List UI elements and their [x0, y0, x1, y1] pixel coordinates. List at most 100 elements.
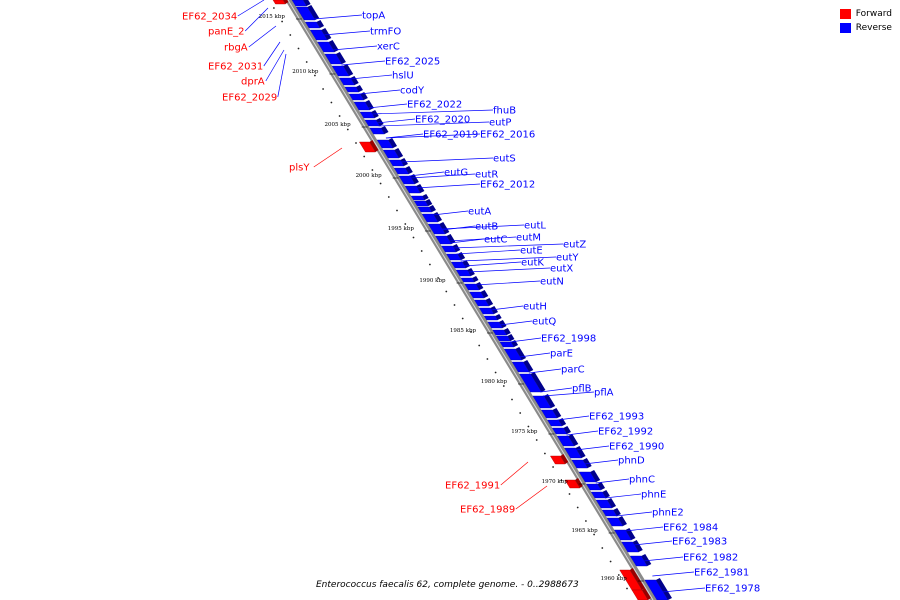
- tick-label: 1990 kbp: [419, 278, 446, 284]
- gene-label: xerC: [377, 42, 400, 53]
- gene-label: EF62_1982: [683, 553, 738, 564]
- leader-line: [519, 352, 551, 358]
- leader-line: [350, 74, 393, 80]
- gene-label: EF62_2012: [480, 180, 535, 191]
- leader-line: [263, 41, 281, 67]
- gene-label: eutG: [444, 168, 468, 179]
- gene-label: EF62_2022: [407, 100, 462, 111]
- gene-label: dprA: [241, 77, 265, 88]
- gene-label: eutA: [468, 207, 491, 218]
- reverse-gene-block-side: [410, 174, 419, 184]
- gene-label: eutZ: [563, 240, 586, 251]
- leader-line: [615, 511, 653, 517]
- forward-gene-block-side: [629, 568, 645, 590]
- leader-line: [409, 171, 445, 177]
- leader-line: [557, 415, 590, 421]
- track-dot: [363, 155, 366, 158]
- gene-label: EF62_1978: [705, 584, 760, 595]
- gene-blocks: [272, 0, 672, 600]
- reverse-gene-block-side: [590, 470, 601, 482]
- gene-label: codY: [400, 86, 425, 97]
- tick-label: 2005 kbp: [324, 122, 351, 128]
- reverse-gene-block-side: [543, 394, 556, 408]
- gene-label: phnC: [629, 475, 655, 486]
- track-dot: [478, 344, 481, 347]
- leader-line: [509, 337, 542, 343]
- reverse-gene-block-side: [495, 314, 502, 320]
- reverse-gene-block-side: [343, 64, 354, 76]
- track-dot: [585, 520, 587, 522]
- forward-gene-block-side: [283, 0, 289, 4]
- tick-label: 2015 kbp: [259, 14, 286, 20]
- leader-line: [277, 53, 287, 98]
- track-dot: [346, 128, 349, 131]
- tick-label: 1985 kbp: [450, 328, 477, 334]
- track-dot: [322, 88, 324, 90]
- reverse-gene-block-side: [394, 148, 404, 158]
- tick-label: 1975 kbp: [511, 429, 538, 435]
- reverse-gene-block-side: [422, 194, 429, 200]
- reverse-gene-block-side: [503, 328, 511, 335]
- forward-gene-block: [631, 589, 649, 600]
- reverse-gene-block-side: [602, 490, 610, 498]
- legend-label-reverse: Reverse: [855, 23, 892, 33]
- gene-label: EF62_2025: [385, 57, 440, 68]
- gene-label: EF62_2029: [222, 93, 277, 104]
- gene-label: phnE: [641, 490, 666, 501]
- track-dot: [535, 439, 538, 441]
- reverse-gene-block-side: [523, 360, 534, 372]
- track-dot: [297, 47, 300, 50]
- reverse-gene-block-side: [498, 320, 507, 328]
- reverse-gene-block-side: [575, 446, 586, 458]
- reverse-gene-block-side: [316, 20, 325, 28]
- gene-label: EF62_1991: [445, 481, 500, 492]
- reverse-gene-block-side: [632, 540, 643, 552]
- gene-label: pflB: [572, 384, 592, 395]
- reverse-gene-block-side: [328, 40, 339, 52]
- leader-line: [467, 267, 551, 273]
- reverse-gene-block-side: [558, 418, 567, 426]
- reverse-gene-block-side: [597, 482, 606, 490]
- leader-line: [432, 210, 469, 216]
- legend-item-forward: Forward: [839, 9, 892, 19]
- leader-line: [460, 256, 557, 262]
- track-dot: [289, 34, 292, 36]
- gene-label: eutR: [475, 170, 498, 181]
- leader-line: [371, 109, 494, 115]
- track-dot: [593, 533, 595, 536]
- tick-label: 1965 kbp: [571, 528, 598, 534]
- track-dot: [568, 493, 571, 495]
- track-dot: [626, 587, 628, 590]
- track-dot: [273, 7, 275, 9]
- leader-line: [624, 526, 664, 532]
- leader-line: [566, 430, 599, 436]
- reverse-gene-block-side: [655, 578, 672, 600]
- legend: Forward Reverse: [839, 9, 892, 37]
- reverse-gene-block-side: [480, 290, 489, 298]
- leader-line: [416, 183, 481, 189]
- leader-line: [490, 305, 524, 311]
- reverse-gene-block-side: [613, 508, 621, 516]
- forward-gene-block-side: [641, 588, 651, 600]
- gene-label: EF62_1981: [694, 568, 749, 579]
- forward-gene-block-side: [574, 478, 583, 488]
- gene-label: phnE2: [652, 508, 684, 519]
- gene-label: EF62_2016: [480, 130, 535, 141]
- track-dot: [404, 223, 407, 225]
- gene-label: eutP: [489, 118, 511, 129]
- leader-line: [448, 236, 517, 242]
- leader-line: [463, 261, 522, 267]
- leader-line: [633, 540, 673, 546]
- track-dot: [576, 506, 579, 509]
- track-dot: [453, 304, 456, 306]
- tick-label: 1995 kbp: [388, 226, 415, 232]
- gene-label: plsY: [289, 163, 310, 174]
- reverse-gene-block-side: [485, 298, 494, 306]
- tick-label: 2000 kbp: [356, 173, 383, 179]
- reverse-gene-block-side: [355, 85, 363, 92]
- tick-label: 2010 kbp: [292, 69, 319, 75]
- gene-label: parC: [561, 365, 585, 376]
- gene-label: hslU: [392, 71, 414, 82]
- track-dot: [486, 358, 489, 360]
- genome-caption: Enterococcus faecalis 62, complete genom…: [316, 580, 579, 590]
